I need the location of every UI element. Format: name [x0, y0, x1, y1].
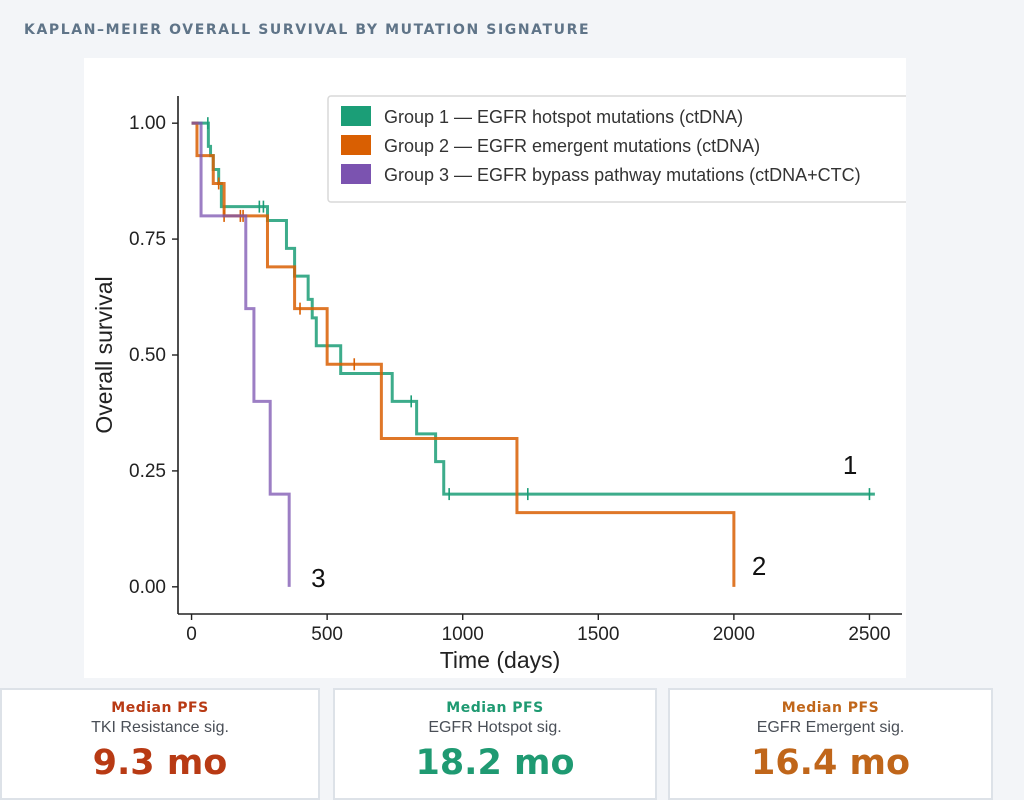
x-tick-label: 1500 — [577, 624, 619, 645]
survival-curves: 1 2 3 — [191, 117, 875, 593]
legend-swatch — [341, 135, 371, 155]
stat-value: 16.4 mo — [750, 743, 911, 783]
x-tick-label: 2500 — [848, 624, 890, 645]
page-title: KAPLAN–MEIER OVERALL SURVIVAL BY MUTATIO… — [24, 22, 591, 38]
survival-curve-group-3 — [191, 121, 291, 587]
stat-subtitle: EGFR Emergent sig. — [756, 719, 905, 736]
stat-card-egfr-emergent: Median PFS EGFR Emergent sig. 16.4 mo — [668, 688, 993, 800]
x-tick-label: 2000 — [713, 624, 755, 645]
survival-curve-group-2 — [191, 121, 736, 587]
chart-axes: 0.00 0.25 0.50 0.75 1.00 0 500 1000 1500 2000 2500… — [91, 96, 902, 673]
legend-entry: Group 3 — EGFR bypass pathway mutations … — [384, 165, 861, 185]
survival-chart-panel: 0.00 0.25 0.50 0.75 1.00 0 500 1000 1500 2000 2500… — [84, 58, 967, 678]
legend-swatch — [341, 106, 371, 126]
curve-end-label: 3 — [311, 563, 325, 593]
curve-end-label: 2 — [752, 551, 766, 581]
stat-card-tki-resistance: Median PFS TKI Resistance sig. 9.3 mo — [0, 688, 320, 800]
legend-swatch — [341, 164, 371, 184]
x-axis-label: Time (days) — [440, 647, 561, 673]
stat-label: Median PFS — [111, 700, 209, 716]
y-tick-label: 0.00 — [129, 577, 166, 598]
x-tick-label: 500 — [311, 624, 343, 645]
y-tick-label: 1.00 — [129, 113, 166, 134]
stat-label: Median PFS — [446, 700, 544, 716]
stat-label: Median PFS — [781, 700, 880, 716]
y-tick-label: 0.25 — [129, 461, 166, 482]
kaplan-meier-chart: 0.00 0.25 0.50 0.75 1.00 0 500 1000 1500 2000 2500… — [91, 95, 967, 673]
stat-subtitle: TKI Resistance sig. — [91, 719, 229, 736]
curve-end-label: 1 — [843, 450, 857, 480]
stat-subtitle: EGFR Hotspot sig. — [428, 719, 562, 736]
stat-value: 9.3 mo — [92, 743, 228, 783]
y-tick-label: 0.50 — [129, 345, 166, 366]
y-tick-label: 0.75 — [129, 229, 166, 250]
legend-entry: Group 2 — EGFR emergent mutations (ctDNA… — [384, 136, 760, 156]
x-tick-label: 0 — [186, 624, 197, 645]
stat-card-egfr-hotspot: Median PFS EGFR Hotspot sig. 18.2 mo — [333, 688, 657, 800]
chart-legend: Group 1 — EGFR hotspot mutations (ctDNA)… — [327, 95, 967, 203]
legend-entry: Group 1 — EGFR hotspot mutations (ctDNA) — [384, 107, 743, 127]
y-axis-label: Overall survival — [91, 276, 117, 433]
x-tick-label: 1000 — [442, 624, 484, 645]
stat-value: 18.2 mo — [415, 743, 575, 783]
